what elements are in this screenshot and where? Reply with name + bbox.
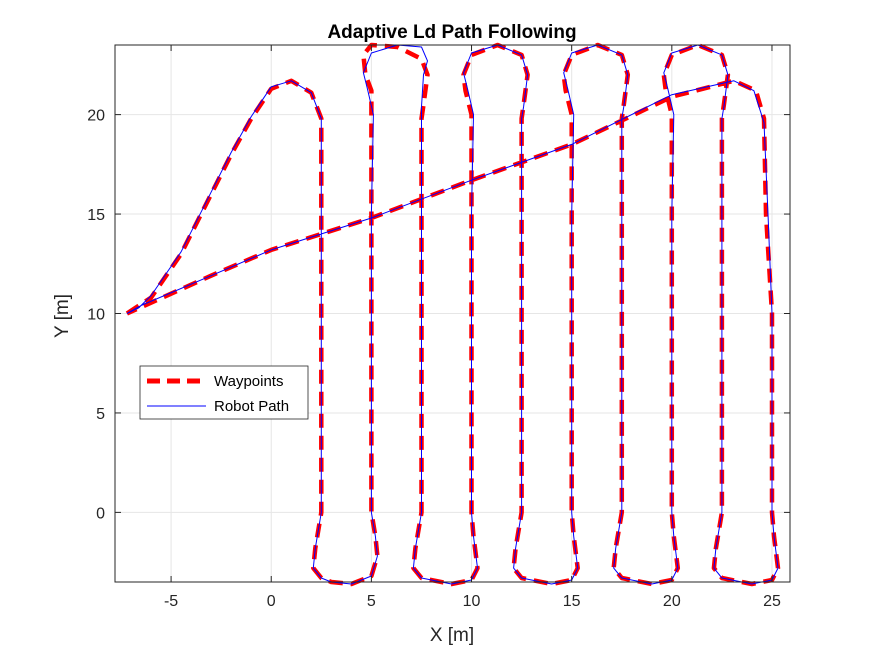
chart-title: Adaptive Ld Path Following: [327, 22, 576, 43]
legend-box: [139, 365, 309, 420]
x-tick-label: -5: [164, 593, 178, 610]
x-axis-label: X [m]: [430, 625, 474, 646]
x-tick-label: 10: [463, 593, 481, 610]
y-tick-label: 10: [87, 307, 105, 324]
y-tick-label: 0: [96, 505, 105, 522]
x-tick-label: 15: [563, 593, 581, 610]
x-tick-label: 0: [267, 593, 276, 610]
x-tick-label: 20: [663, 593, 681, 610]
y-tick-label: 20: [87, 108, 105, 125]
x-tick-label: 5: [367, 593, 376, 610]
legend: Waypoints Robot Path: [139, 365, 309, 420]
legend-label-waypoints: Waypoints: [214, 373, 283, 390]
legend-label-robot-path: Robot Path: [214, 398, 289, 415]
x-tick-label: 25: [763, 593, 781, 610]
y-axis-label: Y [m]: [52, 294, 73, 338]
y-axis-ticks: 0 5 10 15 20: [87, 108, 790, 522]
y-tick-label: 15: [87, 207, 105, 224]
y-tick-label: 5: [96, 406, 105, 423]
x-axis-ticks: -5 0 5 10 15 20 25: [164, 45, 781, 610]
